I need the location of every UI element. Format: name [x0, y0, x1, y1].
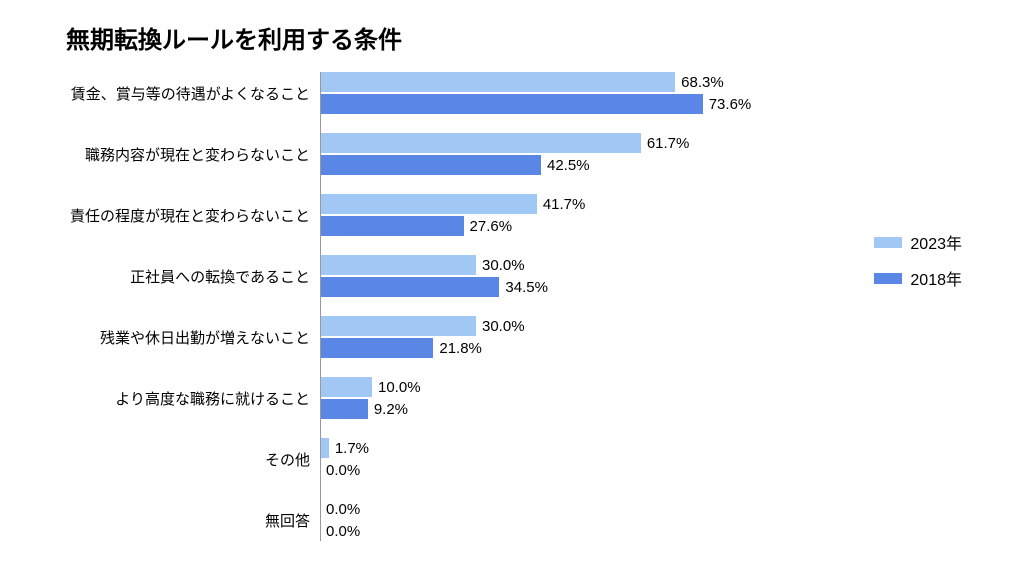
value-label: 61.7%: [647, 135, 690, 152]
bar-wrap: 0.0%: [320, 521, 840, 541]
bar-group: 10.0% 9.2%: [320, 377, 840, 419]
bar-wrap: 30.0%: [320, 255, 840, 275]
value-label: 9.2%: [374, 401, 408, 418]
chart-area: 賃金、賞与等の待遇がよくなること 68.3% 73.6% 職務内容が現在と変わらないこ…: [60, 72, 840, 562]
bar: [320, 94, 703, 114]
legend-item: 2018年: [874, 266, 962, 290]
bar: [320, 255, 476, 275]
bar-group: 68.3% 73.6%: [320, 72, 840, 114]
value-label: 30.0%: [482, 257, 525, 274]
bar-group: 61.7% 42.5%: [320, 133, 840, 175]
bar-group: 1.7% 0.0%: [320, 438, 840, 480]
bar: [320, 399, 368, 419]
bar-wrap: 1.7%: [320, 438, 840, 458]
value-label: 0.0%: [326, 501, 360, 518]
bar-wrap: 41.7%: [320, 194, 840, 214]
bar-wrap: 30.0%: [320, 316, 840, 336]
bar-group: 30.0% 34.5%: [320, 255, 840, 297]
bar-wrap: 27.6%: [320, 216, 840, 236]
value-label: 42.5%: [547, 157, 590, 174]
category-row: より高度な職務に就けること 10.0% 9.2%: [60, 377, 840, 419]
legend-swatch: [874, 273, 902, 284]
category-row: 職務内容が現在と変わらないこと 61.7% 42.5%: [60, 133, 840, 175]
category-row: その他 1.7% 0.0%: [60, 438, 840, 480]
value-label: 10.0%: [378, 379, 421, 396]
bar: [320, 72, 675, 92]
category-row: 正社員への転換であること 30.0% 34.5%: [60, 255, 840, 297]
legend-label: 2023年: [910, 230, 962, 254]
bar: [320, 338, 433, 358]
bar-wrap: 0.0%: [320, 499, 840, 519]
value-label: 73.6%: [709, 96, 752, 113]
category-label: 無回答: [60, 510, 320, 531]
bar-wrap: 21.8%: [320, 338, 840, 358]
rows-container: 賃金、賞与等の待遇がよくなること 68.3% 73.6% 職務内容が現在と変わらないこ…: [60, 72, 840, 541]
bar: [320, 277, 499, 297]
value-label: 27.6%: [470, 218, 513, 235]
bar-wrap: 42.5%: [320, 155, 840, 175]
category-row: 残業や休日出勤が増えないこと30.0%21.8%: [60, 316, 840, 358]
bar-wrap: 34.5%: [320, 277, 840, 297]
category-label: 残業や休日出勤が増えないこと: [60, 327, 320, 348]
legend-item: 2023年: [874, 230, 962, 254]
category-label: 職務内容が現在と変わらないこと: [60, 144, 320, 165]
bar: [320, 216, 464, 236]
bar-wrap: 10.0%: [320, 377, 840, 397]
value-label: 1.7%: [335, 440, 369, 457]
legend: 2023年 2018年: [874, 230, 962, 302]
bar-group: 41.7% 27.6%: [320, 194, 840, 236]
value-label: 30.0%: [482, 318, 525, 335]
value-label: 0.0%: [326, 462, 360, 479]
bar: [320, 438, 329, 458]
y-axis-line: [320, 72, 321, 541]
category-label: その他: [60, 449, 320, 470]
category-row: 責任の程度が現在と変わらないこと 41.7% 27.6%: [60, 194, 840, 236]
category-label: 責任の程度が現在と変わらないこと: [60, 205, 320, 226]
value-label: 41.7%: [543, 196, 586, 213]
value-label: 0.0%: [326, 523, 360, 540]
category-row: 無回答 0.0% 0.0%: [60, 499, 840, 541]
value-label: 21.8%: [439, 340, 482, 357]
bar-wrap: 0.0%: [320, 460, 840, 480]
bar: [320, 316, 476, 336]
bar-group: 0.0% 0.0%: [320, 499, 840, 541]
value-label: 34.5%: [505, 279, 548, 296]
bar: [320, 155, 541, 175]
bar: [320, 377, 372, 397]
category-row: 賃金、賞与等の待遇がよくなること 68.3% 73.6%: [60, 72, 840, 114]
category-label: 賃金、賞与等の待遇がよくなること: [60, 83, 320, 104]
legend-swatch: [874, 237, 902, 248]
value-label: 68.3%: [681, 74, 724, 91]
legend-label: 2018年: [910, 266, 962, 290]
category-label: 正社員への転換であること: [60, 266, 320, 287]
bar-wrap: 73.6%: [320, 94, 840, 114]
bar: [320, 194, 537, 214]
category-label: より高度な職務に就けること: [60, 388, 320, 409]
bar-wrap: 9.2%: [320, 399, 840, 419]
bar-wrap: 68.3%: [320, 72, 840, 92]
bar: [320, 133, 641, 153]
bar-wrap: 61.7%: [320, 133, 840, 153]
bar-group: 30.0%21.8%: [320, 316, 840, 358]
chart-title: 無期転換ルールを利用する条件: [66, 20, 402, 55]
